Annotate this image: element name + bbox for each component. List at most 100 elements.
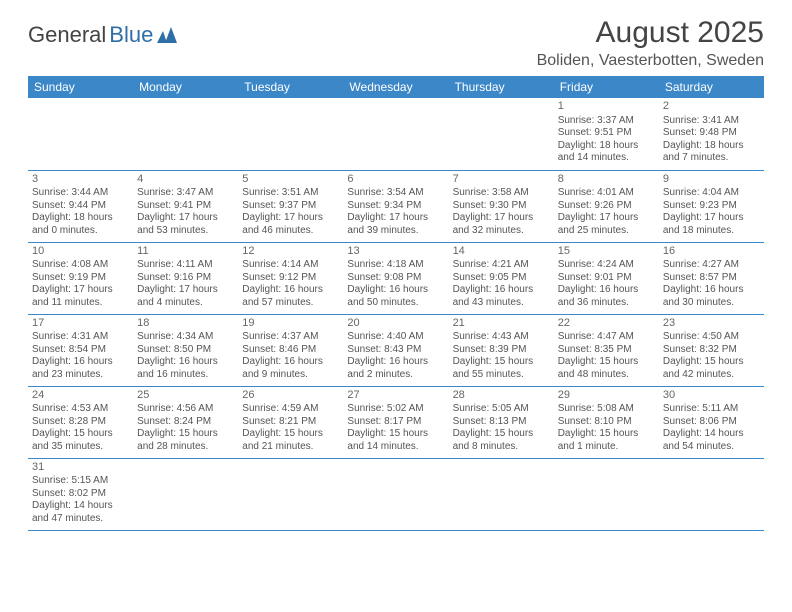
sunset-text: Sunset: 9:41 PM: [137, 200, 234, 213]
sunset-text: Sunset: 8:28 PM: [32, 416, 129, 429]
day-number: 31: [32, 461, 129, 475]
daylight-text: and 30 minutes.: [663, 297, 760, 310]
calendar-cell: 27Sunrise: 5:02 AMSunset: 8:17 PMDayligh…: [343, 386, 448, 458]
daylight-text: and 57 minutes.: [242, 297, 339, 310]
daylight-text: and 47 minutes.: [32, 513, 129, 526]
calendar-cell: 26Sunrise: 4:59 AMSunset: 8:21 PMDayligh…: [238, 386, 343, 458]
day-number: 2: [663, 100, 760, 114]
daylight-text: and 14 minutes.: [558, 152, 655, 165]
day-number: 15: [558, 245, 655, 259]
daylight-text: Daylight: 15 hours: [242, 428, 339, 441]
sunset-text: Sunset: 9:05 PM: [453, 272, 550, 285]
sunrise-text: Sunrise: 4:59 AM: [242, 403, 339, 416]
daylight-text: Daylight: 14 hours: [32, 500, 129, 513]
sunset-text: Sunset: 8:24 PM: [137, 416, 234, 429]
calendar-cell: [554, 458, 659, 530]
calendar-cell: 28Sunrise: 5:05 AMSunset: 8:13 PMDayligh…: [449, 386, 554, 458]
calendar-table: Sunday Monday Tuesday Wednesday Thursday…: [28, 76, 764, 531]
sunrise-text: Sunrise: 4:21 AM: [453, 259, 550, 272]
day-header: Friday: [554, 76, 659, 98]
calendar-cell: 9Sunrise: 4:04 AMSunset: 9:23 PMDaylight…: [659, 170, 764, 242]
daylight-text: and 55 minutes.: [453, 369, 550, 382]
sunset-text: Sunset: 8:17 PM: [347, 416, 444, 429]
daylight-text: and 7 minutes.: [663, 152, 760, 165]
calendar-cell: 25Sunrise: 4:56 AMSunset: 8:24 PMDayligh…: [133, 386, 238, 458]
sunset-text: Sunset: 8:46 PM: [242, 344, 339, 357]
sunrise-text: Sunrise: 4:43 AM: [453, 331, 550, 344]
daylight-text: Daylight: 14 hours: [663, 428, 760, 441]
calendar-cell: 4Sunrise: 3:47 AMSunset: 9:41 PMDaylight…: [133, 170, 238, 242]
day-header: Monday: [133, 76, 238, 98]
calendar-cell: 10Sunrise: 4:08 AMSunset: 9:19 PMDayligh…: [28, 242, 133, 314]
calendar-cell: 17Sunrise: 4:31 AMSunset: 8:54 PMDayligh…: [28, 314, 133, 386]
sunrise-text: Sunrise: 5:15 AM: [32, 475, 129, 488]
daylight-text: and 8 minutes.: [453, 441, 550, 454]
daylight-text: and 50 minutes.: [347, 297, 444, 310]
sunrise-text: Sunrise: 4:11 AM: [137, 259, 234, 272]
day-header: Sunday: [28, 76, 133, 98]
calendar-cell: 1Sunrise: 3:37 AMSunset: 9:51 PMDaylight…: [554, 98, 659, 170]
daylight-text: Daylight: 15 hours: [347, 428, 444, 441]
calendar-cell: [343, 458, 448, 530]
calendar-cell: [133, 98, 238, 170]
day-number: 16: [663, 245, 760, 259]
daylight-text: Daylight: 17 hours: [453, 212, 550, 225]
day-number: 6: [347, 173, 444, 187]
calendar-cell: 29Sunrise: 5:08 AMSunset: 8:10 PMDayligh…: [554, 386, 659, 458]
sunrise-text: Sunrise: 4:34 AM: [137, 331, 234, 344]
calendar-row: 1Sunrise: 3:37 AMSunset: 9:51 PMDaylight…: [28, 98, 764, 170]
day-number: 20: [347, 317, 444, 331]
daylight-text: Daylight: 15 hours: [663, 356, 760, 369]
calendar-cell: [449, 98, 554, 170]
day-number: 11: [137, 245, 234, 259]
sunset-text: Sunset: 8:43 PM: [347, 344, 444, 357]
day-number: 7: [453, 173, 550, 187]
sunset-text: Sunset: 8:32 PM: [663, 344, 760, 357]
daylight-text: Daylight: 17 hours: [32, 284, 129, 297]
day-number: 14: [453, 245, 550, 259]
daylight-text: Daylight: 15 hours: [558, 428, 655, 441]
sunrise-text: Sunrise: 5:08 AM: [558, 403, 655, 416]
daylight-text: and 53 minutes.: [137, 225, 234, 238]
day-header: Wednesday: [343, 76, 448, 98]
sunrise-text: Sunrise: 4:40 AM: [347, 331, 444, 344]
day-number: 18: [137, 317, 234, 331]
calendar-cell: [238, 98, 343, 170]
sunset-text: Sunset: 8:02 PM: [32, 488, 129, 501]
daylight-text: Daylight: 15 hours: [453, 356, 550, 369]
daylight-text: Daylight: 15 hours: [32, 428, 129, 441]
daylight-text: and 11 minutes.: [32, 297, 129, 310]
daylight-text: and 18 minutes.: [663, 225, 760, 238]
sunset-text: Sunset: 9:48 PM: [663, 127, 760, 140]
day-number: 27: [347, 389, 444, 403]
sunset-text: Sunset: 8:57 PM: [663, 272, 760, 285]
sunrise-text: Sunrise: 4:37 AM: [242, 331, 339, 344]
day-number: 29: [558, 389, 655, 403]
daylight-text: and 1 minute.: [558, 441, 655, 454]
sunset-text: Sunset: 9:23 PM: [663, 200, 760, 213]
calendar-row: 3Sunrise: 3:44 AMSunset: 9:44 PMDaylight…: [28, 170, 764, 242]
page-header: General Blue August 2025 Boliden, Vaeste…: [28, 16, 764, 70]
daylight-text: Daylight: 15 hours: [558, 356, 655, 369]
daylight-text: and 43 minutes.: [453, 297, 550, 310]
calendar-cell: 14Sunrise: 4:21 AMSunset: 9:05 PMDayligh…: [449, 242, 554, 314]
daylight-text: and 35 minutes.: [32, 441, 129, 454]
calendar-cell: 15Sunrise: 4:24 AMSunset: 9:01 PMDayligh…: [554, 242, 659, 314]
calendar-cell: 11Sunrise: 4:11 AMSunset: 9:16 PMDayligh…: [133, 242, 238, 314]
daylight-text: and 54 minutes.: [663, 441, 760, 454]
logo-flag-icon: [157, 27, 177, 43]
day-number: 26: [242, 389, 339, 403]
sunrise-text: Sunrise: 4:14 AM: [242, 259, 339, 272]
daylight-text: Daylight: 16 hours: [242, 356, 339, 369]
daylight-text: Daylight: 16 hours: [347, 356, 444, 369]
daylight-text: Daylight: 17 hours: [663, 212, 760, 225]
calendar-cell: 20Sunrise: 4:40 AMSunset: 8:43 PMDayligh…: [343, 314, 448, 386]
sunset-text: Sunset: 9:12 PM: [242, 272, 339, 285]
sunrise-text: Sunrise: 4:53 AM: [32, 403, 129, 416]
sunrise-text: Sunrise: 4:24 AM: [558, 259, 655, 272]
calendar-cell: 3Sunrise: 3:44 AMSunset: 9:44 PMDaylight…: [28, 170, 133, 242]
day-number: 25: [137, 389, 234, 403]
sunset-text: Sunset: 9:16 PM: [137, 272, 234, 285]
daylight-text: Daylight: 16 hours: [32, 356, 129, 369]
sunset-text: Sunset: 9:51 PM: [558, 127, 655, 140]
